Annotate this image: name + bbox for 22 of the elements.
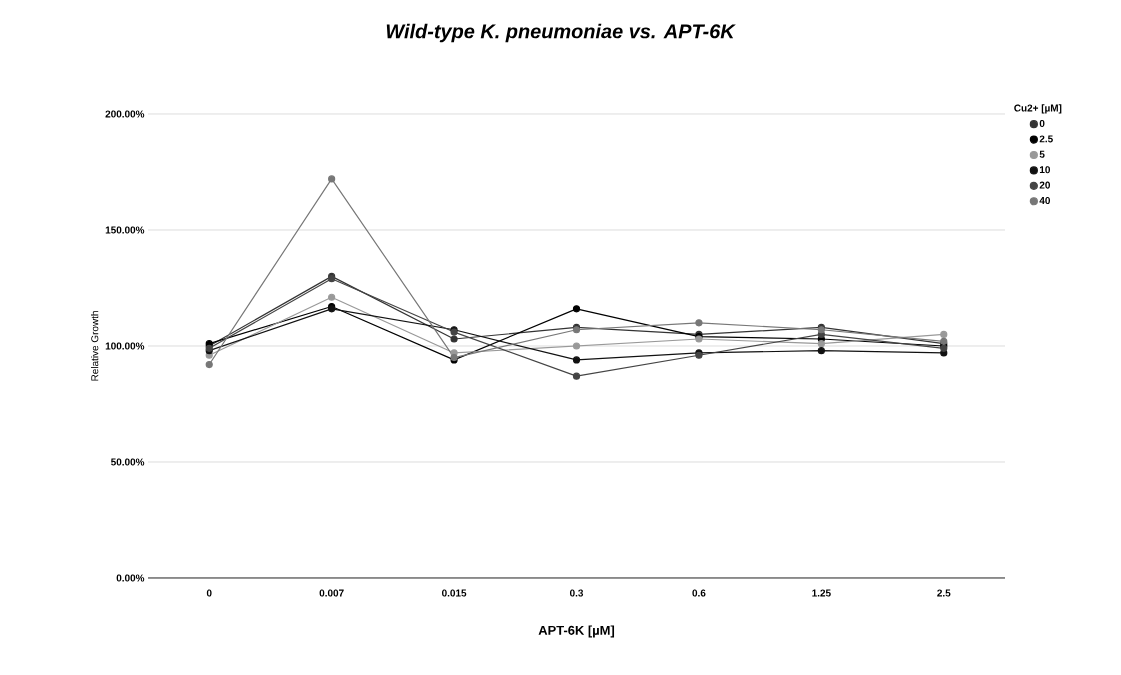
y-tick-label: 150.00% <box>105 226 145 234</box>
x-tick-label: 0.015 <box>442 589 467 597</box>
x-tick-label: 0.6 <box>692 589 706 597</box>
legend-label: 20 <box>1039 181 1051 189</box>
y-tick-label: 100.00% <box>105 342 145 350</box>
x-tick-label: 0.3 <box>569 589 584 597</box>
y-tick-label: 50.00% <box>111 458 145 466</box>
x-tick-label: 0.007 <box>319 589 344 597</box>
legend-label: 40 <box>1039 197 1051 205</box>
legend-label: 5 <box>1039 150 1045 158</box>
legend-title: Cu2+ [µM] <box>1014 104 1062 114</box>
chart-title: Wild-type K. pneumoniae vs. APT-6K <box>386 23 736 43</box>
legend-label: 0 <box>1039 119 1045 127</box>
x-tick-label: 2.5 <box>937 589 951 597</box>
legend-label: 10 <box>1039 166 1051 174</box>
y-tick-label: 200.00% <box>105 110 145 118</box>
x-axis-title: APT-6K [µM] <box>538 625 615 638</box>
legend-label: 2.5 <box>1039 135 1053 143</box>
y-axis-title: Relative Growth <box>91 311 99 381</box>
x-tick-label: 1.25 <box>812 589 831 597</box>
y-tick-label: 0.00% <box>116 574 145 582</box>
x-tick-label: 0 <box>206 589 212 597</box>
